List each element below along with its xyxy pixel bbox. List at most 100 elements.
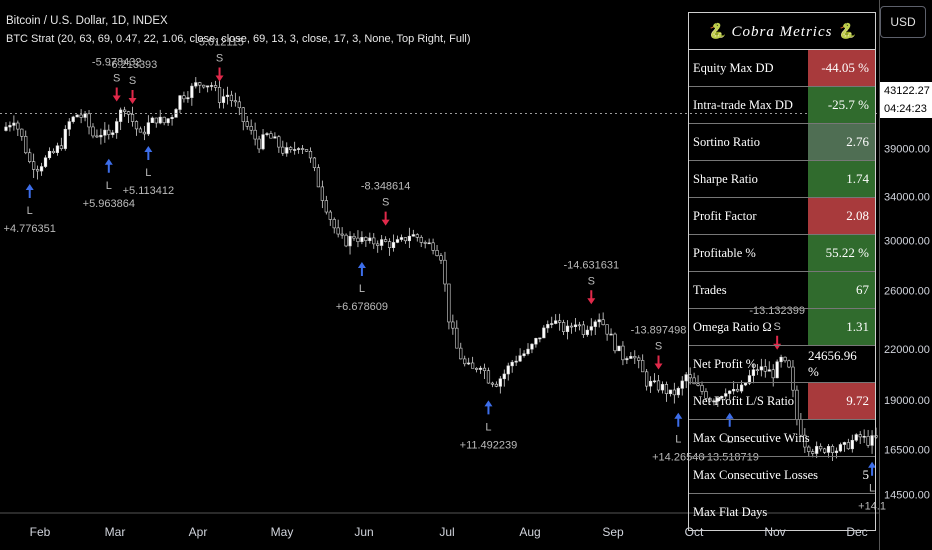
candle-body xyxy=(340,233,344,236)
long-arrow xyxy=(868,461,877,476)
candle-body xyxy=(364,237,368,241)
trade-marker: S -5.978432 xyxy=(92,56,142,102)
candle-body xyxy=(830,446,835,453)
metric-label: Sortino Ratio xyxy=(693,134,761,149)
x-tick-label: Aug xyxy=(519,525,540,539)
candle-body xyxy=(51,150,56,153)
candle-body xyxy=(75,114,79,118)
candle-body xyxy=(585,329,589,335)
trade-pnl-label: -6.213393 xyxy=(108,59,158,71)
trade-marker: L +5.113412 xyxy=(123,146,174,197)
candle-body xyxy=(297,148,301,150)
candle-body xyxy=(807,446,811,452)
candle-body xyxy=(676,388,680,396)
y-tick-label: 19000.00 xyxy=(884,395,930,407)
metric-row: Net Profit % 24656.96 % xyxy=(689,346,875,383)
candle-body xyxy=(257,138,261,150)
trade-pnl-label: +5.963864 xyxy=(83,198,135,210)
long-arrow xyxy=(144,146,153,161)
metric-label: Profit Factor xyxy=(693,208,757,223)
candle-body xyxy=(138,128,143,133)
metric-label: Profitable % xyxy=(693,245,756,260)
candle-body xyxy=(530,343,534,350)
x-tick-label: Sep xyxy=(602,525,624,539)
candle-body xyxy=(130,113,135,122)
y-tick-label: 14500.00 xyxy=(884,490,930,502)
metric-row: Equity Max DD -44.05 % xyxy=(689,50,875,87)
candle-body xyxy=(846,442,850,450)
metric-label: Net Profit % xyxy=(693,356,757,371)
candle-body xyxy=(119,109,123,122)
candle-body xyxy=(83,113,87,118)
candle-body xyxy=(182,95,186,100)
trade-side-label: L xyxy=(485,421,491,433)
candle-body xyxy=(554,320,558,324)
trade-side-label: L xyxy=(869,483,875,495)
candle-body xyxy=(854,434,858,441)
trade-side-label: S xyxy=(773,321,780,333)
trade-marker: S -5.012115 xyxy=(195,37,244,82)
trade-side-label: L xyxy=(27,205,33,217)
candle-body xyxy=(115,121,119,134)
candle-body xyxy=(328,211,332,220)
candle-body xyxy=(126,111,131,115)
metrics-title: 🐍 Cobra Metrics 🐍 xyxy=(689,13,875,50)
y-tick-label: 16500.00 xyxy=(884,444,930,456)
candle-body xyxy=(747,375,752,384)
long-arrow xyxy=(25,183,34,198)
long-arrow xyxy=(104,158,113,173)
candle-body xyxy=(166,118,170,124)
trade-pnl-label: -5.978432 xyxy=(92,56,142,68)
candle-body xyxy=(672,389,676,396)
trade-side-label: S xyxy=(113,72,120,84)
candle-body xyxy=(649,380,653,387)
candle-body xyxy=(502,373,506,380)
currency-button[interactable]: USD xyxy=(880,6,926,38)
metric-row: Max Consecutive Losses 5 xyxy=(689,457,875,494)
metric-row: Omega Ratio Ω 1.31 xyxy=(689,309,875,346)
trade-side-label: S xyxy=(588,275,595,287)
candle-body xyxy=(186,97,190,100)
candle-body xyxy=(771,369,775,379)
candle-body xyxy=(463,358,467,365)
candle-body xyxy=(546,324,550,329)
candle-body xyxy=(736,389,740,392)
candle-body xyxy=(708,398,712,402)
candle-body xyxy=(391,242,396,248)
candle-body xyxy=(87,113,91,128)
candle-body xyxy=(43,157,48,167)
x-tick-label: Feb xyxy=(30,525,51,539)
candle-body xyxy=(471,362,475,369)
candle-body xyxy=(47,150,52,159)
metric-row: Profitable % 55.22 % xyxy=(689,235,875,272)
candle-body xyxy=(300,148,305,150)
candle-body xyxy=(372,237,376,245)
candle-body xyxy=(866,436,870,446)
candle-body xyxy=(652,380,657,383)
candle-body xyxy=(269,133,273,139)
candle-body xyxy=(803,434,807,448)
metric-value: 55.22 % xyxy=(808,235,875,271)
candle-body xyxy=(162,116,166,124)
long-arrow xyxy=(674,412,683,427)
candle-body xyxy=(850,439,854,450)
y-tick-label: 26000.00 xyxy=(884,285,930,297)
metric-value xyxy=(808,494,875,530)
candle-body xyxy=(399,237,404,240)
candle-body xyxy=(645,371,649,387)
candle-body xyxy=(538,337,542,340)
candle-body xyxy=(743,382,748,386)
candle-body xyxy=(24,136,28,154)
candle-body xyxy=(811,451,815,454)
candle-body xyxy=(407,235,411,242)
candle-body xyxy=(482,367,487,371)
strategy-legend[interactable]: BTC Strat (20, 63, 69, 0.47, 22, 1.06, c… xyxy=(6,33,471,45)
metric-value: 9.72 xyxy=(808,383,875,419)
candle-body xyxy=(641,360,645,373)
metric-value: 5 xyxy=(862,467,870,482)
metric-value: -44.05 % xyxy=(808,50,875,86)
metrics-rows: Equity Max DD -44.05 % Intra-trade Max DD -… xyxy=(689,50,875,530)
metric-label: Max Consecutive Losses xyxy=(693,467,818,482)
trade-side-label: L xyxy=(145,167,151,179)
